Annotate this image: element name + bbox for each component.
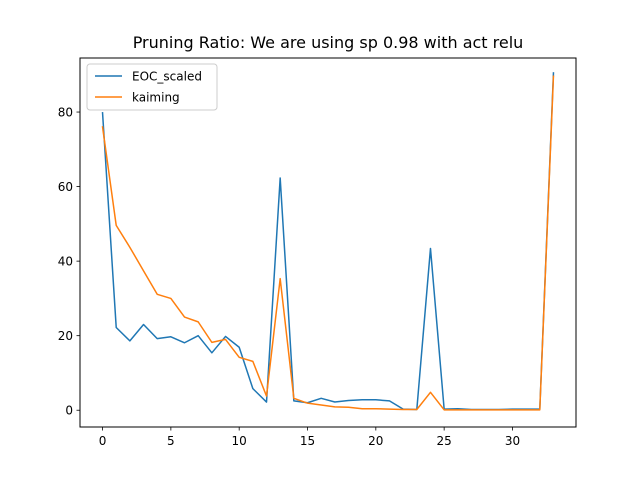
x-tick-label: 15 [300, 434, 315, 448]
x-tick-label: 20 [368, 434, 383, 448]
axes-frame [79, 57, 577, 428]
x-tick-label: 30 [505, 434, 520, 448]
series-line-kaiming [101, 75, 555, 411]
legend-label-kaiming: kaiming [132, 91, 180, 105]
y-tick-label: 0 [65, 404, 73, 418]
x-tick-label: 0 [99, 434, 107, 448]
x-tick-label: 5 [167, 434, 175, 448]
chart-title: Pruning Ratio: We are using sp 0.98 with… [133, 33, 524, 52]
y-tick-label: 40 [58, 255, 73, 269]
y-tick-label: 80 [58, 106, 73, 120]
x-tick-label: 25 [437, 434, 452, 448]
plot-area [101, 72, 555, 411]
y-tick-label: 20 [58, 329, 73, 343]
y-tick-label: 60 [58, 180, 73, 194]
legend-label-eoc-scaled: EOC_scaled [132, 70, 202, 84]
axis-ticks: 0 5 10 15 20 25 30 0 20 40 60 80 [58, 106, 520, 448]
x-tick-label: 10 [232, 434, 247, 448]
